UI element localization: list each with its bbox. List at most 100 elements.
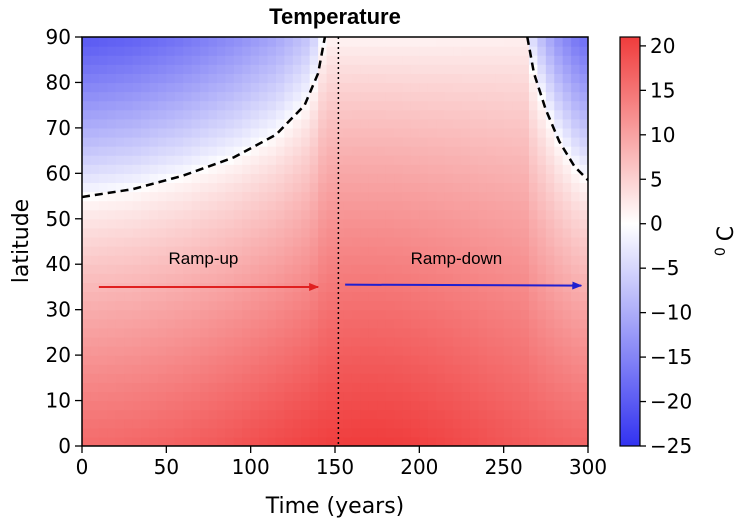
heatmap-cell <box>132 191 142 202</box>
heatmap-cell <box>208 436 218 446</box>
heatmap-cell <box>326 355 336 365</box>
heatmap-cell <box>318 100 328 111</box>
heatmap-cell <box>335 236 345 247</box>
heatmap-cell <box>520 391 530 402</box>
heatmap-cell <box>174 200 184 211</box>
heatmap-cell <box>259 82 269 93</box>
heatmap-cell <box>503 364 513 374</box>
heatmap-cell <box>216 327 226 338</box>
heatmap-cell <box>326 391 336 402</box>
heatmap-cell <box>183 355 193 365</box>
heatmap-cell <box>427 218 437 229</box>
heatmap-cell <box>107 164 117 174</box>
heatmap-cell <box>82 355 92 365</box>
heatmap-cell <box>166 391 176 402</box>
heatmap-cell <box>503 373 513 383</box>
heatmap-cell <box>436 236 446 247</box>
heatmap-cell <box>292 409 302 420</box>
heatmap-cell <box>309 309 319 320</box>
heatmap-cell <box>191 37 201 47</box>
heatmap-cell <box>377 400 387 411</box>
heatmap-cell <box>275 336 285 347</box>
heatmap-cell <box>571 227 581 238</box>
heatmap-cell <box>402 309 412 320</box>
heatmap-cell <box>157 236 167 247</box>
heatmap-cell <box>377 309 387 320</box>
heatmap-cell <box>360 282 370 293</box>
heatmap-cell <box>579 218 588 229</box>
heatmap-cell <box>377 336 387 347</box>
heatmap-cell <box>528 327 538 338</box>
heatmap-cell <box>292 391 302 402</box>
heatmap-cell <box>90 327 100 338</box>
heatmap-cell <box>495 364 505 374</box>
heatmap-cell <box>368 336 378 347</box>
heatmap-cell <box>166 37 176 47</box>
heatmap-cell <box>115 291 125 302</box>
heatmap-cell <box>259 73 269 84</box>
heatmap-cell <box>351 327 361 338</box>
heatmap-cell <box>377 136 387 147</box>
heatmap-cell <box>545 37 555 47</box>
heatmap-cell <box>115 136 125 147</box>
heatmap-cell <box>436 373 446 383</box>
heatmap-cell <box>486 436 496 446</box>
heatmap-cell <box>562 300 572 311</box>
heatmap-cell <box>107 309 117 320</box>
heatmap-cell <box>284 164 294 174</box>
heatmap-cell <box>394 100 404 111</box>
heatmap-cell <box>537 409 547 420</box>
heatmap-cell <box>351 400 361 411</box>
heatmap-cell <box>183 427 193 438</box>
colorbar-tick-label: −10 <box>650 301 692 325</box>
heatmap-cell <box>453 355 463 365</box>
colorbar-tick-label: −5 <box>650 256 679 280</box>
heatmap-cell <box>90 100 100 111</box>
heatmap-cell <box>427 46 437 56</box>
heatmap-cell <box>250 400 260 411</box>
heatmap-cell <box>410 318 420 329</box>
heatmap-cell <box>444 291 454 302</box>
heatmap-cell <box>183 91 193 102</box>
heatmap-cell <box>82 300 92 311</box>
heatmap-cell <box>351 64 361 74</box>
heatmap-cell <box>486 127 496 138</box>
heatmap-cell <box>149 391 159 402</box>
heatmap-cell <box>225 400 235 411</box>
heatmap-cell <box>520 118 530 129</box>
heatmap-cell <box>478 273 488 283</box>
heatmap-cell <box>259 136 269 147</box>
heatmap-cell <box>545 209 555 220</box>
heatmap-cell <box>495 409 505 420</box>
heatmap-cell <box>275 100 285 111</box>
heatmap-cell <box>141 182 151 193</box>
heatmap-cell <box>579 436 588 446</box>
heatmap-cell <box>242 191 252 202</box>
heatmap-cell <box>216 309 226 320</box>
heatmap-cell <box>537 255 547 265</box>
heatmap-cell <box>326 109 336 120</box>
heatmap-cell <box>419 218 429 229</box>
heatmap-cell <box>410 427 420 438</box>
heatmap-cell <box>478 136 488 147</box>
heatmap-cell <box>486 400 496 411</box>
heatmap-cell <box>250 436 260 446</box>
heatmap-cell <box>326 37 336 47</box>
heatmap-cell <box>225 373 235 383</box>
y-axis-label: latitude <box>9 199 34 283</box>
heatmap-cell <box>335 109 345 120</box>
heatmap-cell <box>562 364 572 374</box>
heatmap-cell <box>107 246 117 256</box>
heatmap-cell <box>82 373 92 383</box>
heatmap-cell <box>200 427 210 438</box>
heatmap-cell <box>478 200 488 211</box>
heatmap-cell <box>90 155 100 165</box>
heatmap-cell <box>495 418 505 429</box>
heatmap-cell <box>377 364 387 374</box>
zero-contour-right <box>526 37 588 181</box>
heatmap-cell <box>368 391 378 402</box>
heatmap-cell <box>503 391 513 402</box>
heatmap-cell <box>495 291 505 302</box>
heatmap-cell <box>183 264 193 274</box>
heatmap-cell <box>486 391 496 402</box>
